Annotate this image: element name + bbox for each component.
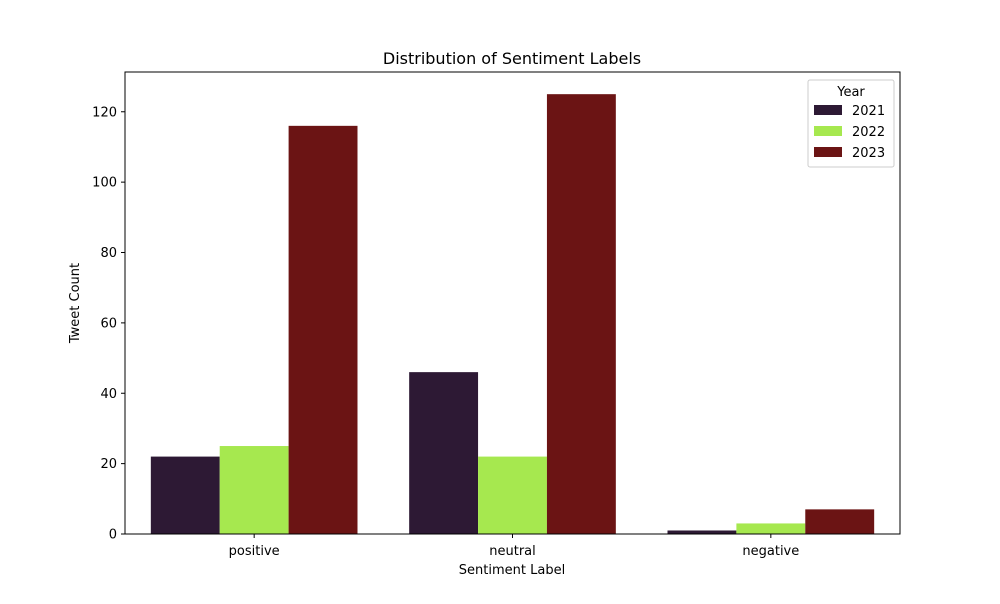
legend: Year 2021 2022 2023 <box>807 79 895 168</box>
x-axis: positive neutral negative <box>229 534 799 559</box>
y-tick-label: 40 <box>100 387 117 402</box>
bar-2022-positive <box>219 446 289 534</box>
y-tick-label: 60 <box>100 316 117 331</box>
y-axis: 0 20 40 60 80 100 120 <box>92 105 125 543</box>
y-tick-label: 100 <box>92 176 117 191</box>
y-tick-label: 20 <box>100 457 117 472</box>
bar-2021-neutral <box>409 372 479 534</box>
bars-layer <box>150 94 875 535</box>
bar-2023-neutral <box>546 94 616 535</box>
x-axis-label: Sentiment Label <box>459 563 565 578</box>
plot-frame <box>124 71 901 535</box>
bar-2023-negative <box>805 509 875 534</box>
legend-swatch-2021 <box>814 105 842 115</box>
y-tick-label: 0 <box>109 528 117 543</box>
legend-entries: 2021 2022 2023 <box>814 104 885 161</box>
bar-2021-positive <box>150 456 220 534</box>
legend-swatch-2023 <box>814 147 842 157</box>
y-axis-label: Tweet Count <box>68 263 83 344</box>
x-tick-label: negative <box>742 544 799 559</box>
bar-2021-negative <box>667 530 737 534</box>
legend-swatch-2022 <box>814 126 842 136</box>
bar-2022-neutral <box>478 456 547 534</box>
y-tick-label: 80 <box>100 246 117 261</box>
chart-title: Distribution of Sentiment Labels <box>383 49 641 68</box>
x-tick-label: neutral <box>489 544 536 559</box>
legend-label-2021: 2021 <box>852 104 885 119</box>
y-tick-label: 120 <box>92 105 117 120</box>
bar-2023-positive <box>288 125 358 534</box>
legend-title: Year <box>836 85 865 100</box>
legend-label-2022: 2022 <box>852 125 885 140</box>
bar-2022-negative <box>736 523 806 534</box>
x-tick-label: positive <box>229 544 280 559</box>
legend-frame <box>807 79 895 168</box>
legend-label-2023: 2023 <box>852 146 885 161</box>
